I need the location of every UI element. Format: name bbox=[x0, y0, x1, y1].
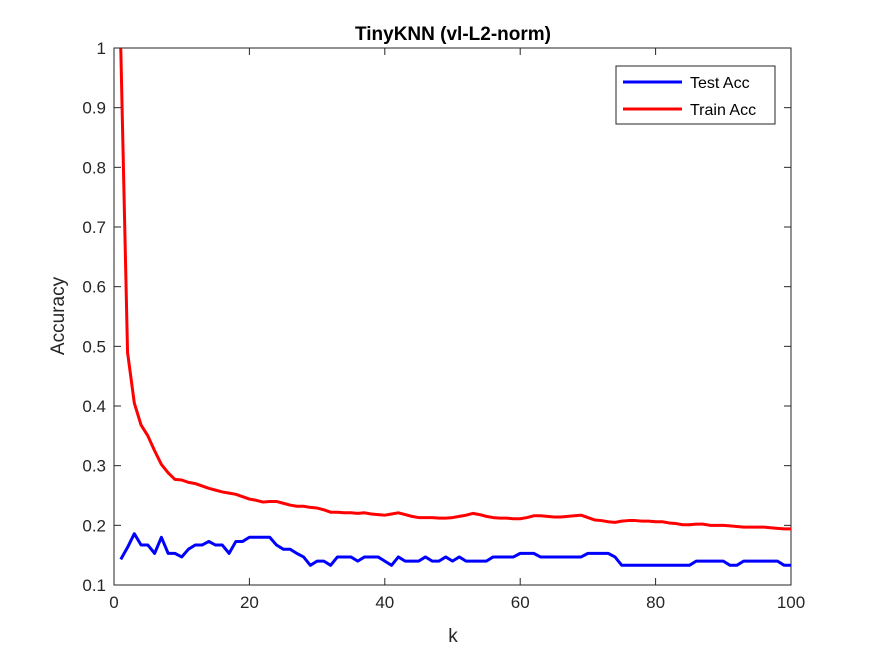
plot-area: 0 20 40 60 80 100 0.1 0.2 0.3 0.4 0.5 0.6 0.7 0.8 0.9 1 bbox=[82, 39, 805, 612]
legend-label-test-acc: Test Acc bbox=[690, 75, 750, 92]
chart-title: TinyKNN (vl-L2-norm) bbox=[355, 24, 551, 45]
y-tick-label: 0.4 bbox=[82, 397, 106, 416]
x-tick-label: 40 bbox=[375, 593, 394, 612]
y-tick-label: 0.2 bbox=[82, 516, 106, 535]
x-tick-label: 60 bbox=[511, 593, 530, 612]
y-tick-label: 0.9 bbox=[82, 99, 106, 118]
x-tick-label: 80 bbox=[646, 593, 665, 612]
x-tick-label: 0 bbox=[109, 593, 118, 612]
y-tick-label: 0.3 bbox=[82, 457, 106, 476]
axes-box bbox=[113, 47, 792, 586]
legend: Test Acc Train Acc bbox=[615, 65, 776, 125]
y-axis-label: Accuracy bbox=[48, 276, 69, 355]
train-acc-line bbox=[119, 48, 791, 531]
x-axis-label: k bbox=[448, 626, 458, 647]
y-tick-label: 0.7 bbox=[82, 218, 106, 237]
y-tick-label: 0.5 bbox=[82, 337, 106, 356]
test-acc-line bbox=[119, 532, 791, 567]
y-tick-label: 0.1 bbox=[82, 576, 106, 595]
y-tick-label: 1 bbox=[97, 39, 106, 58]
legend-box bbox=[615, 65, 776, 125]
y-tick-label: 0.6 bbox=[82, 278, 106, 297]
legend-label-train-acc: Train Acc bbox=[690, 102, 756, 119]
y-tick-label: 0.8 bbox=[82, 158, 106, 177]
x-tick-label: 100 bbox=[777, 593, 805, 612]
x-tick-label: 20 bbox=[240, 593, 259, 612]
